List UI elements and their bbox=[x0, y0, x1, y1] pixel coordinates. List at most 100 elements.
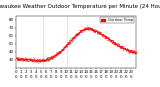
Point bbox=[119, 45, 122, 46]
Point bbox=[24, 57, 26, 59]
Point bbox=[110, 40, 112, 41]
Point bbox=[108, 38, 111, 39]
Point bbox=[102, 34, 105, 35]
Point bbox=[74, 35, 77, 36]
Point bbox=[113, 43, 115, 45]
Point bbox=[15, 56, 18, 58]
Point bbox=[62, 47, 65, 48]
Point bbox=[120, 46, 123, 48]
Point bbox=[122, 45, 125, 47]
Point bbox=[80, 30, 82, 31]
Point bbox=[40, 59, 43, 60]
Point bbox=[25, 59, 28, 61]
Point bbox=[23, 60, 25, 61]
Point bbox=[76, 34, 78, 35]
Point bbox=[109, 40, 111, 41]
Point bbox=[54, 55, 56, 56]
Point bbox=[37, 61, 39, 62]
Point bbox=[118, 44, 121, 45]
Point bbox=[76, 33, 79, 34]
Point bbox=[94, 29, 97, 30]
Point bbox=[127, 51, 130, 52]
Point bbox=[106, 37, 108, 39]
Point bbox=[91, 29, 94, 30]
Point bbox=[129, 50, 132, 52]
Point bbox=[33, 60, 36, 61]
Point bbox=[22, 58, 25, 59]
Point bbox=[99, 33, 102, 35]
Point bbox=[132, 50, 134, 52]
Point bbox=[37, 59, 40, 60]
Point bbox=[121, 46, 123, 47]
Point bbox=[91, 29, 93, 30]
Point bbox=[102, 34, 104, 36]
Point bbox=[15, 58, 17, 59]
Point bbox=[85, 28, 87, 29]
Point bbox=[91, 29, 93, 30]
Point bbox=[35, 60, 38, 61]
Point bbox=[21, 61, 24, 62]
Point bbox=[38, 60, 41, 61]
Point bbox=[88, 27, 91, 28]
Point bbox=[89, 29, 91, 30]
Point bbox=[92, 29, 95, 31]
Point bbox=[16, 58, 19, 59]
Point bbox=[123, 48, 125, 49]
Point bbox=[102, 34, 105, 35]
Point bbox=[96, 31, 98, 32]
Point bbox=[129, 49, 132, 51]
Point bbox=[82, 29, 85, 30]
Point bbox=[105, 36, 107, 37]
Point bbox=[108, 38, 110, 39]
Point bbox=[15, 57, 17, 58]
Point bbox=[104, 35, 106, 36]
Point bbox=[118, 46, 121, 47]
Point bbox=[92, 30, 95, 31]
Point bbox=[44, 60, 46, 61]
Point bbox=[125, 49, 127, 50]
Point bbox=[94, 30, 97, 31]
Point bbox=[62, 48, 65, 50]
Point bbox=[47, 58, 49, 59]
Point bbox=[56, 53, 59, 54]
Point bbox=[30, 59, 32, 61]
Point bbox=[36, 60, 39, 62]
Point bbox=[90, 29, 92, 30]
Point bbox=[42, 59, 45, 60]
Point bbox=[92, 29, 94, 31]
Point bbox=[57, 52, 60, 53]
Point bbox=[88, 28, 91, 29]
Point bbox=[51, 56, 53, 57]
Point bbox=[104, 37, 106, 38]
Point bbox=[117, 44, 120, 45]
Point bbox=[107, 40, 109, 41]
Point bbox=[84, 29, 87, 30]
Point bbox=[78, 31, 80, 33]
Point bbox=[120, 46, 122, 48]
Point bbox=[59, 52, 61, 53]
Point bbox=[17, 58, 20, 60]
Point bbox=[130, 51, 132, 52]
Point bbox=[72, 38, 74, 39]
Point bbox=[70, 39, 72, 41]
Point bbox=[19, 58, 22, 59]
Point bbox=[37, 62, 39, 64]
Point bbox=[41, 59, 43, 60]
Point bbox=[105, 36, 108, 38]
Point bbox=[86, 28, 88, 30]
Point bbox=[40, 60, 42, 62]
Point bbox=[102, 35, 104, 36]
Point bbox=[98, 32, 101, 34]
Point bbox=[122, 47, 125, 48]
Point bbox=[68, 41, 71, 43]
Point bbox=[19, 59, 22, 60]
Point bbox=[92, 28, 94, 30]
Point bbox=[130, 51, 132, 52]
Point bbox=[28, 59, 30, 60]
Point bbox=[119, 46, 121, 48]
Point bbox=[30, 60, 32, 61]
Point bbox=[126, 49, 129, 51]
Point bbox=[111, 41, 113, 43]
Point bbox=[32, 59, 35, 60]
Point bbox=[33, 61, 36, 62]
